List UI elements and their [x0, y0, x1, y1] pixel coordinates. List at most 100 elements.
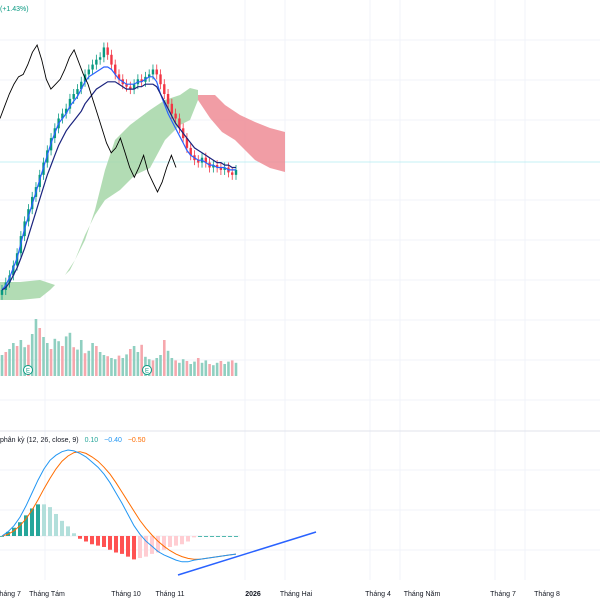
volume-bar: [174, 360, 177, 376]
macd-hist-bar: [72, 533, 76, 536]
volume-bar: [12, 343, 15, 376]
candle-body: [12, 265, 15, 276]
volume-bar: [27, 344, 30, 376]
candle-body: [64, 108, 68, 114]
event-marker-label: E: [145, 369, 149, 375]
volume-bar: [49, 349, 53, 376]
macd-hist-bar: [42, 504, 46, 536]
volume-bar: [110, 358, 113, 376]
volume-bar: [106, 356, 109, 376]
event-marker-circle: [142, 365, 152, 375]
candle-body: [174, 113, 177, 119]
volume-bar: [45, 343, 49, 376]
macd-hist-bar: [144, 536, 148, 557]
volume-bar: [98, 352, 102, 376]
candle-body: [117, 74, 121, 80]
event-marker[interactable]: E: [23, 365, 33, 375]
grid: [0, 0, 600, 580]
candle-body: [80, 81, 83, 90]
volume-bar: [38, 328, 42, 376]
volume-bar: [189, 364, 193, 376]
candle-body: [163, 84, 166, 94]
macd-hist-bar: [66, 526, 70, 536]
macd-hist-bar: [78, 536, 82, 539]
volume-bar: [125, 354, 128, 376]
volume-bar: [30, 334, 34, 376]
volume-bar: [76, 349, 79, 376]
macd-line-value: −0.40: [104, 437, 122, 444]
volume-bar: [136, 352, 140, 376]
volume-bar: [178, 362, 181, 376]
time-axis-label: Tháng Hai: [280, 591, 313, 598]
macd-hist-bar: [168, 536, 172, 548]
candle-body: [102, 47, 106, 58]
macd-hist-bar: [84, 536, 88, 542]
time-axis-label: Tháng 11: [155, 591, 184, 598]
candle-body: [231, 172, 234, 175]
candle-body: [72, 94, 75, 99]
macd-hist-bar: [156, 536, 160, 553]
macd-hist-bar: [216, 536, 220, 537]
macd-hist-bar: [36, 504, 40, 536]
macd-hist-bar: [198, 536, 202, 537]
time-axis-label: Tháng Năm: [404, 591, 441, 598]
volume-bar: [219, 361, 223, 376]
candle-body: [125, 84, 128, 87]
macd-pane: [0, 449, 240, 563]
volume-bar: [23, 347, 26, 376]
candle-body: [114, 64, 117, 75]
time-axis-label: Tháng Tám: [29, 591, 65, 598]
volume-bar: [79, 340, 83, 376]
time-axis: Tháng 7 Tháng Tám Tháng 10 Tháng 11 2026 Thán…: [0, 591, 560, 598]
macd-hist-bar: [18, 522, 22, 536]
volume-bar: [57, 341, 60, 376]
macd-hist-bar: [114, 536, 118, 553]
volume-bar: [193, 361, 196, 376]
volume-bar: [117, 355, 121, 376]
macd-line: [1, 449, 237, 563]
event-marker[interactable]: E: [142, 365, 152, 375]
volume-bar: [185, 361, 189, 376]
macd-hist-bar: [54, 513, 58, 536]
macd-hist-bar: [0, 536, 4, 537]
macd-hist-bar: [96, 536, 100, 546]
candle-body: [68, 98, 72, 109]
volume-bar: [4, 352, 8, 376]
volume-bar: [132, 346, 136, 376]
macd-trendline[interactable]: [177, 531, 317, 576]
volume-bar: [72, 347, 76, 376]
macd-hist-bar: [222, 536, 226, 537]
volume-bar: [8, 349, 11, 376]
candle-body: [140, 79, 143, 82]
cloud-bear: [198, 95, 285, 172]
macd-hist-bar: [204, 536, 208, 537]
macd-hist-bar: [210, 536, 214, 537]
volume-bar: [64, 336, 68, 376]
time-axis-label: Tháng 10: [111, 591, 141, 598]
volume-bars: [0, 319, 238, 376]
macd-hist-bar: [180, 536, 184, 545]
volume-bar: [102, 355, 106, 376]
volume-bar: [212, 365, 215, 376]
macd-legend-title: phân kỳ (12, 26, close, 9): [0, 437, 79, 444]
volume-bar: [151, 360, 155, 376]
volume-bar: [166, 350, 170, 376]
volume-bar: [230, 360, 234, 376]
volume-bar: [162, 340, 166, 376]
candle-body: [166, 94, 170, 104]
candle-body: [91, 64, 94, 70]
macd-hist-bar: [48, 507, 52, 536]
candle-body: [87, 69, 91, 75]
ichimoku-cloud: [0, 88, 285, 300]
candle-body: [159, 74, 162, 85]
candle-body: [234, 169, 238, 175]
macd-hist-bar: [90, 536, 94, 545]
macd-signal-value: −0.50: [128, 437, 146, 444]
volume-bar: [204, 360, 208, 376]
price-change-label: (+1.43%): [0, 6, 29, 13]
macd-hist-bar: [138, 536, 142, 559]
macd-hist-bar: [174, 536, 178, 546]
candle-body: [110, 54, 113, 65]
